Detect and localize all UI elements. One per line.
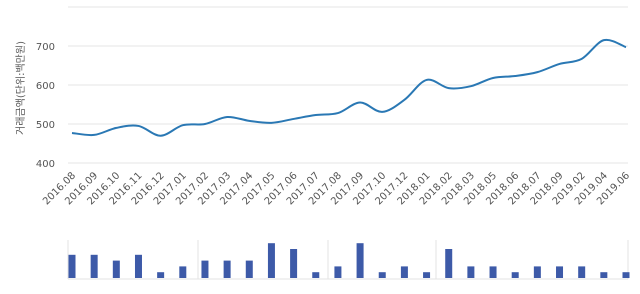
bar [290, 249, 298, 278]
bar [312, 272, 320, 278]
bar [334, 266, 342, 278]
bar [134, 254, 142, 278]
bar [533, 266, 541, 278]
bar [112, 260, 120, 278]
y-axis-label: 거래금액(단위:백만원) [14, 41, 27, 135]
bar [622, 272, 630, 278]
y-tick-label: 500 [36, 120, 55, 131]
bar [489, 266, 497, 278]
bar [511, 272, 519, 278]
bar [600, 272, 608, 278]
bar [556, 266, 564, 278]
bar [267, 243, 275, 278]
y-tick-label: 700 [36, 42, 55, 53]
bar [356, 243, 364, 278]
volume-frame [67, 240, 629, 280]
bar [445, 249, 453, 278]
bar [467, 266, 475, 278]
bar [68, 254, 76, 278]
bar [423, 272, 431, 278]
y-tick-label: 400 [36, 159, 55, 170]
bar [157, 272, 165, 278]
bar [90, 254, 98, 278]
bar [179, 266, 187, 278]
price-line [71, 38, 627, 137]
bar [378, 272, 386, 278]
y-tick-label: 600 [36, 81, 55, 92]
bar [201, 260, 209, 278]
bar [578, 266, 586, 278]
bar [223, 260, 231, 278]
bar [245, 260, 253, 278]
bar [400, 266, 408, 278]
